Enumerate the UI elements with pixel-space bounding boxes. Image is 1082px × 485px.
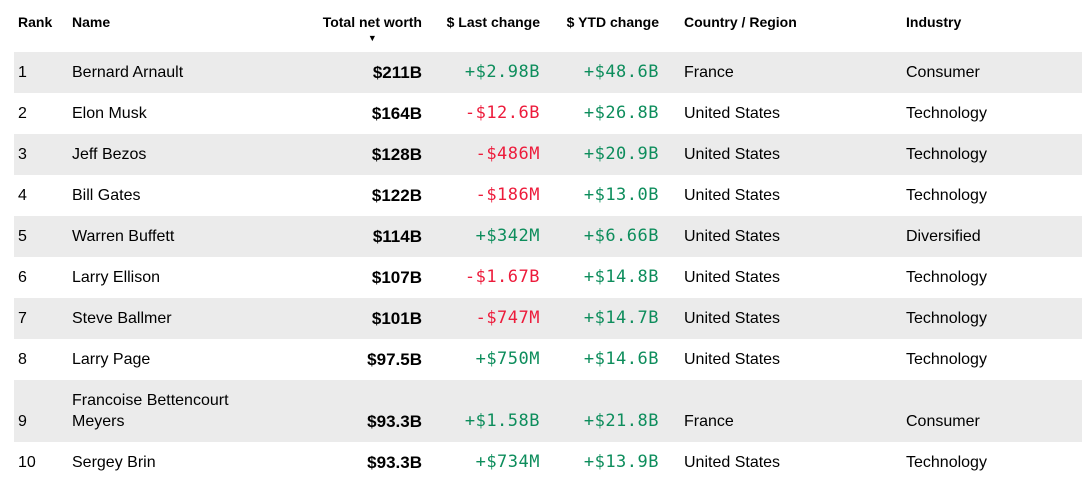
cell-rank: 8 [18,351,27,368]
table-row: 3 Jeff Bezos $128B -$486M +$20.9B United Stat… [14,134,1082,175]
cell-net-worth: $128B [371,145,422,164]
table-row: 4 Bill Gates $122B -$186M +$13.0B United Stat… [14,175,1082,216]
cell-ytd-change: +$26.8B [583,103,659,123]
cell-industry: Consumer [906,64,980,81]
cell-name: Warren Buffett [72,228,175,245]
cell-ytd-change: +$14.6B [583,349,659,369]
cell-ytd-change: +$6.66B [583,226,659,246]
cell-name: Steve Ballmer [72,310,172,327]
cell-net-worth: $122B [371,186,422,205]
cell-country: France [684,64,734,81]
cell-last-change: +$342M [475,226,540,246]
cell-country: United States [684,351,781,368]
cell-last-change: -$747M [475,308,540,328]
table-row: 5 Warren Buffett $114B +$342M +$6.66B United … [14,216,1082,257]
cell-last-change: +$734M [475,452,540,472]
cell-rank: 3 [18,146,27,163]
table-row: 2 Elon Musk $164B -$12.6B +$26.8B United Stat… [14,93,1082,134]
cell-rank: 5 [18,228,27,245]
cell-name: Bernard Arnault [72,64,184,81]
cell-last-change: -$12.6B [464,103,540,123]
cell-ytd-change: +$13.0B [583,185,659,205]
cell-name: Larry Ellison [72,269,161,286]
billionaires-table: Rank Name Total net worth ▼ $ Last chang… [14,0,1082,483]
cell-industry: Technology [906,454,987,471]
cell-name: Bill Gates [72,187,141,204]
column-header-label: Total net worth [322,14,422,30]
sort-descending-icon[interactable]: ▼ [367,33,377,43]
cell-rank: 2 [18,105,27,122]
cell-rank: 1 [18,64,27,81]
cell-last-change: +$750M [475,349,540,369]
cell-ytd-change: +$20.9B [583,144,659,164]
cell-country: United States [684,105,781,122]
cell-net-worth: $164B [371,104,422,123]
cell-last-change: -$486M [475,144,540,164]
cell-net-worth: $93.3B [367,412,422,431]
cell-rank: 4 [18,187,27,204]
cell-industry: Technology [906,187,987,204]
cell-ytd-change: +$14.7B [583,308,659,328]
table-row: 7 Steve Ballmer $101B -$747M +$14.7B United S… [14,298,1082,339]
table-row: 10 Sergey Brin $93.3B +$734M +$13.9B United S… [14,442,1082,483]
cell-country: United States [684,146,781,163]
cell-ytd-change: +$13.9B [583,452,659,472]
cell-country: United States [684,454,781,471]
column-header-industry[interactable]: Industry [906,0,1082,52]
header-row: Rank Name Total net worth ▼ $ Last chang… [14,0,1082,52]
cell-ytd-change: +$21.8B [583,411,659,431]
cell-name: Elon Musk [72,105,147,122]
cell-country: United States [684,187,781,204]
cell-industry: Technology [906,146,987,163]
table-body: 1 Bernard Arnault $211B +$2.98B +$48.6B Franc… [14,52,1082,483]
table-row: 6 Larry Ellison $107B -$1.67B +$14.8B United … [14,257,1082,298]
cell-industry: Technology [906,105,987,122]
cell-industry: Technology [906,269,987,286]
table-row: 9 Francoise Bettencourt Meyers $93.3B +$1.5… [14,380,1082,442]
cell-net-worth: $97.5B [367,350,422,369]
cell-last-change: -$1.67B [464,267,540,287]
cell-last-change: -$186M [475,185,540,205]
cell-ytd-change: +$48.6B [583,62,659,82]
cell-rank: 6 [18,269,27,286]
cell-net-worth: $114B [372,227,422,246]
cell-country: United States [684,228,781,245]
column-header-rank[interactable]: Rank [14,0,72,52]
cell-name: Francoise Bettencourt Meyers [72,392,229,430]
cell-industry: Technology [906,351,987,368]
table-row: 8 Larry Page $97.5B +$750M +$14.6B United Sta… [14,339,1082,380]
cell-net-worth: $211B [372,63,422,82]
cell-country: United States [684,269,781,286]
cell-last-change: +$2.98B [464,62,540,82]
cell-country: United States [684,310,781,327]
sorted-column-header: Total net worth ▼ [323,14,422,43]
cell-name: Sergey Brin [72,454,156,471]
cell-net-worth: $107B [371,268,422,287]
cell-industry: Technology [906,310,987,327]
cell-industry: Diversified [906,228,981,245]
cell-net-worth: $101B [371,309,422,328]
cell-country: France [684,413,734,430]
cell-industry: Consumer [906,413,980,430]
cell-rank: 10 [18,454,36,471]
cell-net-worth: $93.3B [367,453,422,472]
table-row: 1 Bernard Arnault $211B +$2.98B +$48.6B Franc… [14,52,1082,93]
cell-last-change: +$1.58B [464,411,540,431]
column-header-last-change[interactable]: $ Last change [422,0,540,52]
column-header-name[interactable]: Name [72,0,262,52]
column-header-total-net-worth[interactable]: Total net worth ▼ [262,0,422,52]
table-header: Rank Name Total net worth ▼ $ Last chang… [14,0,1082,52]
column-header-ytd-change[interactable]: $ YTD change [540,0,659,52]
cell-rank: 7 [18,310,27,327]
column-header-country-region[interactable]: Country / Region [659,0,906,52]
cell-ytd-change: +$14.8B [583,267,659,287]
cell-name: Larry Page [72,351,151,368]
cell-rank: 9 [18,413,27,430]
cell-name: Jeff Bezos [72,146,147,163]
